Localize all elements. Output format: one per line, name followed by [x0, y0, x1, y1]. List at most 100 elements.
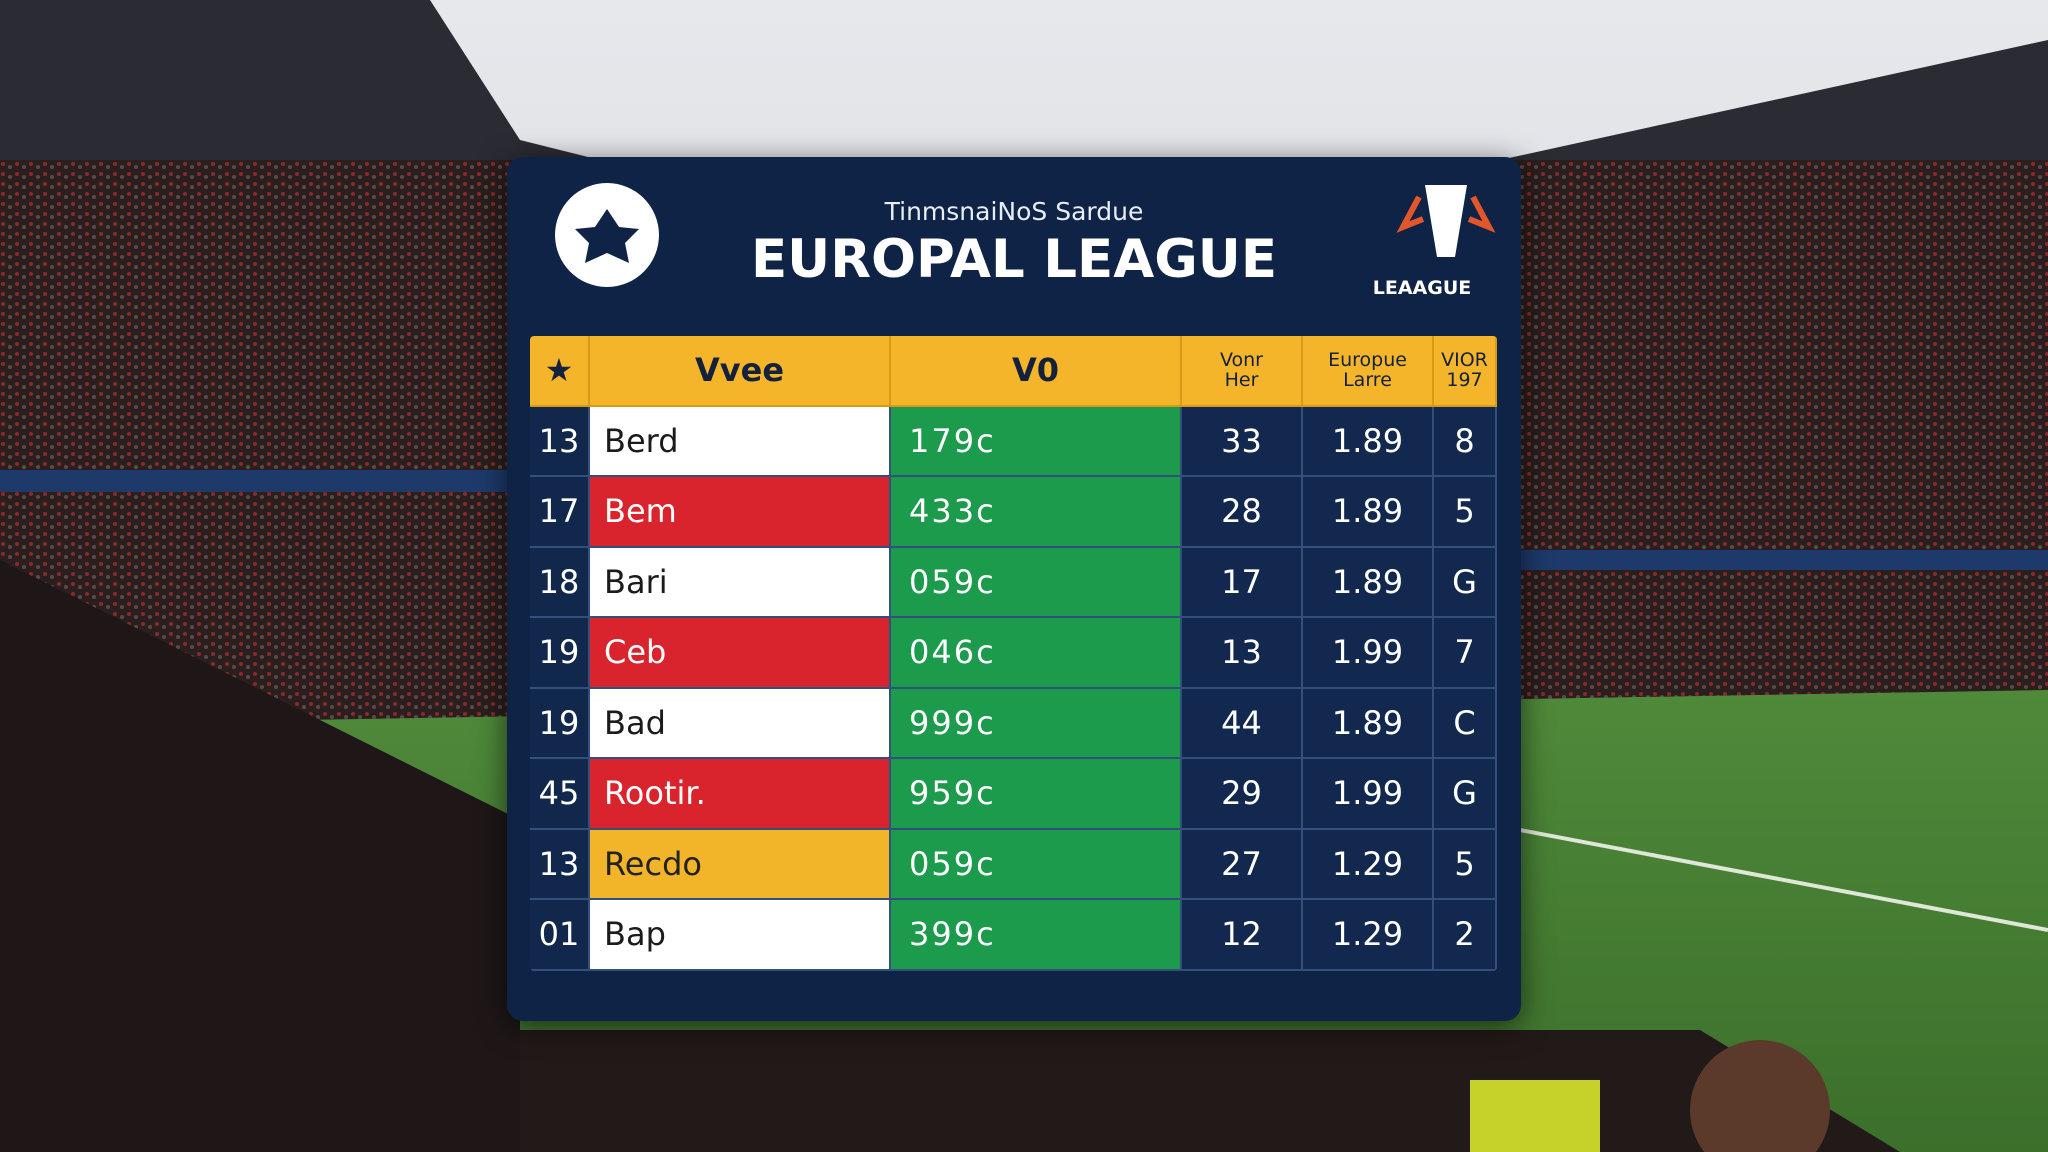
value: 999c: [891, 688, 1182, 759]
rank-text: 01: [538, 915, 580, 954]
stat-text: 44: [1221, 703, 1262, 742]
team-name: Recdo: [590, 829, 891, 900]
stat-text: 17: [1221, 562, 1262, 601]
stat: 28: [1182, 477, 1303, 548]
rank: 18: [530, 547, 590, 618]
value-text: 059c: [909, 562, 996, 601]
column-header: Europue Larre: [1303, 336, 1434, 407]
value-text: 059c: [909, 844, 996, 883]
rank-text: 19: [538, 633, 580, 672]
trophy-icon: [1425, 185, 1467, 257]
column-header: V0: [891, 336, 1182, 407]
code: 5: [1434, 477, 1497, 548]
value: 959c: [891, 759, 1182, 830]
odds: 1.89: [1303, 688, 1434, 759]
rank: 13: [530, 829, 590, 900]
stat-text: 28: [1221, 492, 1262, 531]
column-header-text: V0: [1011, 351, 1060, 390]
column-header-text: Vonr Her: [1219, 349, 1263, 392]
team-name-text: Ceb: [604, 633, 667, 672]
value-text: 046c: [909, 633, 996, 672]
odds: 1.99: [1303, 618, 1434, 689]
stat-text: 12: [1221, 915, 1262, 954]
star-header: ★: [530, 336, 590, 407]
pitch-line: [1519, 828, 2048, 932]
value: 059c: [891, 829, 1182, 900]
odds: 1.29: [1303, 829, 1434, 900]
stat-text: 33: [1221, 421, 1262, 460]
foreground-crowd: [0, 560, 520, 1152]
logo-text: LEAAGUE: [1372, 277, 1472, 299]
team-name: Rootir.: [590, 759, 891, 830]
odds: 1.29: [1303, 900, 1434, 971]
team-name-text: Rootir.: [604, 774, 706, 813]
column-header-text: Vvee: [694, 351, 785, 390]
rank: 45: [530, 759, 590, 830]
ad-board: [0, 470, 520, 492]
code-text: G: [1452, 774, 1477, 813]
ad-board: [1520, 550, 2048, 570]
rank: 19: [530, 688, 590, 759]
standings-panel: TinmsnaiNoS Sardue EUROPAL LEAGUE LEAAGU…: [507, 157, 1521, 1021]
value: 046c: [891, 618, 1182, 689]
code: 8: [1434, 406, 1497, 477]
column-header: Vonr Her: [1182, 336, 1303, 407]
rank: 19: [530, 618, 590, 689]
column-header-text: Europue Larre: [1328, 349, 1407, 392]
spectator: [1690, 1040, 1830, 1152]
column-header: Vvee: [590, 336, 891, 407]
team-name-text: Bari: [604, 562, 668, 601]
value: 433c: [891, 477, 1182, 548]
code-text: 5: [1454, 492, 1475, 531]
stat: 33: [1182, 406, 1303, 477]
column-header: VIOR 197: [1434, 336, 1497, 407]
code: 5: [1434, 829, 1497, 900]
team-name: Ceb: [590, 618, 891, 689]
team-name: Bad: [590, 688, 891, 759]
steward: [1470, 1080, 1600, 1152]
code-text: 7: [1454, 633, 1475, 672]
stat: 44: [1182, 688, 1303, 759]
rank-text: 13: [538, 421, 580, 460]
stat-text: 13: [1221, 633, 1262, 672]
code-text: 5: [1454, 844, 1475, 883]
stat: 12: [1182, 900, 1303, 971]
odds-text: 1.89: [1331, 421, 1404, 460]
team-name-text: Berd: [604, 421, 679, 460]
odds-text: 1.99: [1331, 774, 1404, 813]
value-text: 959c: [909, 774, 996, 813]
subtitle: TinmsnaiNoS Sardue: [884, 197, 1144, 226]
code: C: [1434, 688, 1497, 759]
team-name-text: Bad: [604, 703, 666, 742]
rank-text: 18: [538, 562, 580, 601]
stat: 17: [1182, 547, 1303, 618]
odds-text: 1.89: [1331, 562, 1404, 601]
stat-text: 29: [1221, 774, 1262, 813]
title: EUROPAL LEAGUE: [750, 229, 1278, 290]
odds-text: 1.89: [1331, 703, 1404, 742]
odds: 1.89: [1303, 406, 1434, 477]
code-text: C: [1453, 703, 1476, 742]
trophy-flame: [1396, 195, 1496, 233]
header-icons: [555, 183, 1496, 287]
odds-text: 1.99: [1331, 633, 1404, 672]
ball-star: [575, 209, 639, 263]
stat: 29: [1182, 759, 1303, 830]
column-header-text: VIOR 197: [1441, 349, 1488, 392]
value-text: 179c: [909, 421, 996, 460]
code: G: [1434, 547, 1497, 618]
rank-text: 45: [538, 774, 580, 813]
value-text: 999c: [909, 703, 996, 742]
team-name: Berd: [590, 406, 891, 477]
value: 399c: [891, 900, 1182, 971]
rank: 13: [530, 406, 590, 477]
value-text: 433c: [909, 492, 996, 531]
rank-text: 13: [538, 844, 580, 883]
code: G: [1434, 759, 1497, 830]
team-name: Bem: [590, 477, 891, 548]
rank-text: 19: [538, 703, 580, 742]
stat: 27: [1182, 829, 1303, 900]
team-name-text: Bap: [604, 915, 666, 954]
team-name-text: Bem: [604, 492, 677, 531]
